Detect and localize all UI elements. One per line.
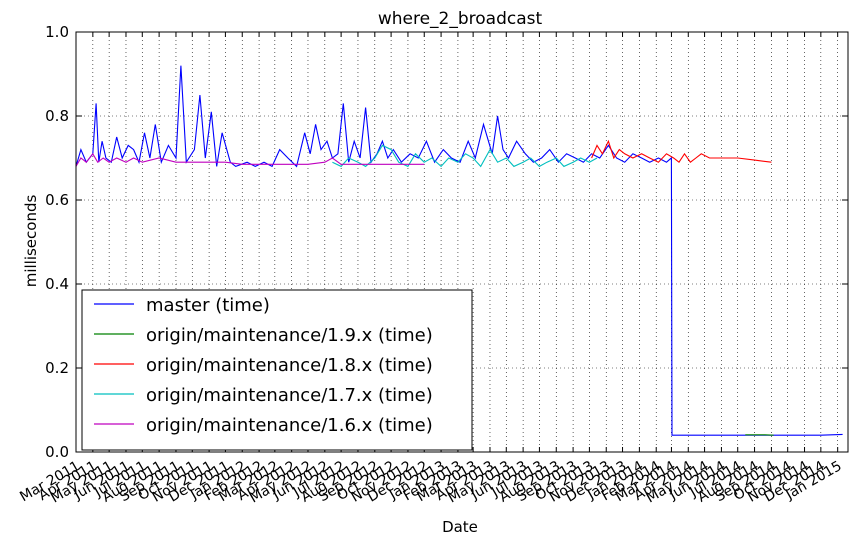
y-tick-label: 0.8 [45, 107, 69, 125]
y-tick-label: 0.4 [45, 275, 69, 293]
legend-label: origin/maintenance/1.9.x (time) [146, 325, 433, 346]
series-line [332, 144, 598, 168]
series-line [591, 139, 772, 164]
legend-label: origin/maintenance/1.7.x (time) [146, 385, 433, 406]
legend-label: origin/maintenance/1.8.x (time) [146, 355, 433, 376]
y-tick-label: 0.6 [45, 191, 69, 209]
legend-label: origin/maintenance/1.6.x (time) [146, 415, 433, 436]
y-tick-label: 0.0 [45, 443, 69, 461]
legend-box [81, 289, 473, 451]
plot-frame [75, 31, 849, 453]
legend-label: master (time) [146, 295, 270, 316]
chart-title: where_2_broadcast [378, 9, 543, 29]
x-axis-label: Date [442, 518, 478, 536]
y-tick-label: 1.0 [45, 23, 69, 41]
series-layer [75, 65, 843, 436]
y-tick-label: 0.2 [45, 359, 69, 377]
y-axis-label: milliseconds [22, 195, 40, 288]
series-line [75, 152, 425, 167]
legend: master (time) origin/maintenance/1.9.x (t… [81, 289, 473, 451]
